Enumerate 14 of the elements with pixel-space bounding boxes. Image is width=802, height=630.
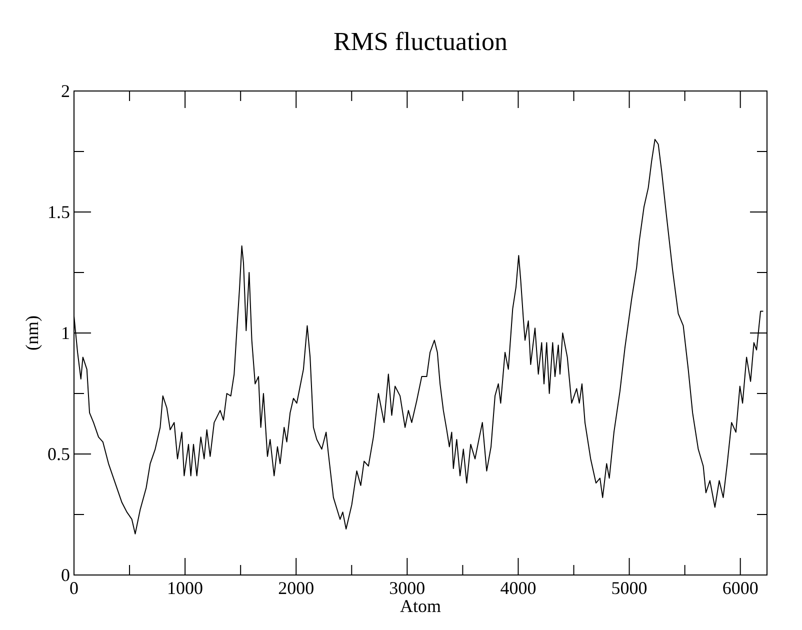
x-tick-label: 2000: [278, 578, 314, 598]
chart-title: RMS fluctuation: [333, 27, 508, 56]
x-tick-label: 3000: [389, 578, 426, 598]
x-tick-label: 1000: [167, 578, 204, 598]
x-axis-title: Atom: [400, 596, 442, 616]
y-tick-label: 1: [61, 323, 70, 343]
x-tick-label: 5000: [611, 578, 648, 598]
y-tick-label: 0.5: [48, 444, 70, 464]
y-tick-label: 2: [61, 81, 70, 101]
y-axis-title: (nm): [22, 316, 42, 350]
y-tick-label: 0: [61, 565, 70, 585]
x-tick-label: 6000: [722, 578, 758, 598]
y-tick-label: 1.5: [48, 202, 70, 222]
x-tick-label: 4000: [500, 578, 536, 598]
